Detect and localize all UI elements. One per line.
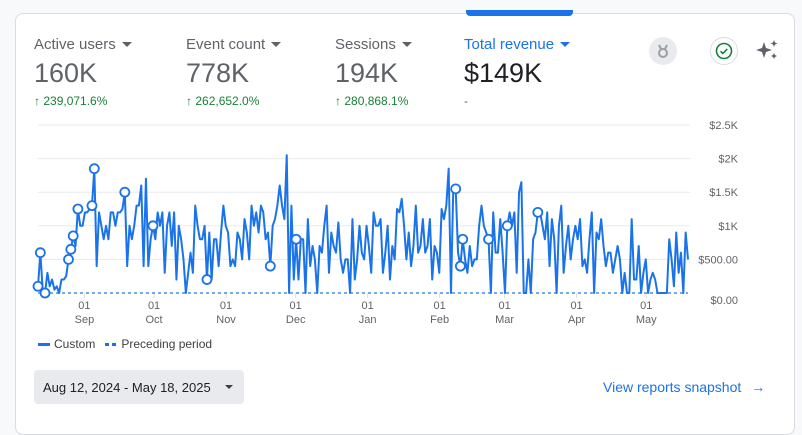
anomaly-marker [501,220,513,232]
anomaly-marker [72,203,84,215]
metric-active-users[interactable]: Active users 160K ↑ 239,071.6% [34,36,132,108]
metric-label: Active users [34,36,116,53]
snapshot-link-label: View reports snapshot [603,379,742,395]
x-tick-day: 01 [570,300,582,312]
x-tick-day: 01 [433,300,445,312]
anomaly-marker [86,200,98,212]
metric-value: 160K [34,58,98,88]
y-tick-label: $1K [718,221,738,233]
metric-value: 778K [186,58,250,88]
date-range-label: Aug 12, 2024 - May 18, 2025 [43,379,211,395]
active-tab-indicator [466,10,573,16]
x-tick-day: 01 [362,300,374,312]
x-tick-month: Apr [568,314,585,326]
anomaly-marker [119,186,131,198]
chevron-down-icon [224,385,233,389]
chart-legend: Custom Preceding period [38,337,212,351]
y-tick-label: $2K [718,154,738,166]
anomaly-marker [147,220,159,232]
anomaly-marker [264,260,276,272]
metric-label: Sessions [335,36,396,53]
metric-value: 194K [335,58,399,88]
x-tick-day: 01 [148,300,160,312]
x-tick-month: Jan [359,314,377,326]
metric-sessions[interactable]: Sessions 194K ↑ 280,868.1% [335,36,412,108]
y-tick-label: $1.5K [709,187,738,199]
view-reports-snapshot-link[interactable]: View reports snapshot → [603,379,765,395]
metric-change: ↑ 262,652.0% [186,94,260,108]
x-tick-day: 01 [78,300,90,312]
metric-label: Total revenue [464,36,555,53]
medal-icon[interactable] [649,37,677,65]
x-tick-month: Oct [146,314,163,326]
anomaly-marker [65,243,77,255]
x-tick-month: Feb [430,314,449,326]
y-tick-label: $500.00 [698,254,738,266]
chevron-down-icon[interactable] [560,42,571,47]
metric-change: ↑ 239,071.6% [34,94,108,108]
metric-value: $149K [464,58,543,88]
chevron-down-icon[interactable] [401,42,412,47]
legend-custom: Custom [38,337,95,351]
anomaly-marker [454,260,466,272]
anomaly-marker [457,233,469,245]
anomaly-marker [88,163,100,175]
metric-label: Event count [186,36,266,53]
anomaly-marker [290,233,302,245]
custom-series-line [37,154,689,294]
chevron-down-icon[interactable] [121,42,132,47]
anomaly-marker [32,280,44,292]
metric-event-count[interactable]: Event count 778K ↑ 262,652.0% [186,36,282,108]
sparkle-icon[interactable] [754,37,780,63]
metric-change: ↑ 280,868.1% [335,94,409,108]
anomaly-marker [63,253,74,265]
x-tick-month: Nov [216,314,236,326]
anomaly-marker [201,274,213,285]
y-tick-label: $0.00 [710,295,738,307]
x-tick-day: 01 [290,300,302,312]
date-range-selector[interactable]: Aug 12, 2024 - May 18, 2025 [34,370,244,404]
anomaly-marker [532,206,544,218]
check-circle-icon[interactable] [710,37,738,65]
anomaly-marker [450,183,462,195]
anomaly-marker [67,230,79,242]
x-tick-day: 01 [498,300,510,312]
anomaly-marker [39,287,51,299]
x-tick-month: Mar [495,314,514,326]
arrow-right-icon: → [751,379,766,395]
metric-total-revenue[interactable]: Total revenue $149K - [464,36,571,108]
metric-change: - [464,94,468,108]
x-tick-month: Sep [75,314,95,326]
chevron-down-icon[interactable] [271,42,282,47]
anomaly-marker [34,247,46,259]
x-tick-month: May [636,314,657,326]
anomaly-marker [483,233,494,245]
x-tick-day: 01 [640,300,652,312]
x-tick-month: Dec [286,314,306,326]
y-tick-label: $2.5K [709,120,738,132]
x-tick-day: 01 [220,300,232,312]
revenue-line-chart: $0.00 $500.00 $1K $1.5K $2K $2.5K 01 Sep 01 Oct 01… [32,120,739,326]
legend-preceding-period: Preceding period [105,337,212,351]
